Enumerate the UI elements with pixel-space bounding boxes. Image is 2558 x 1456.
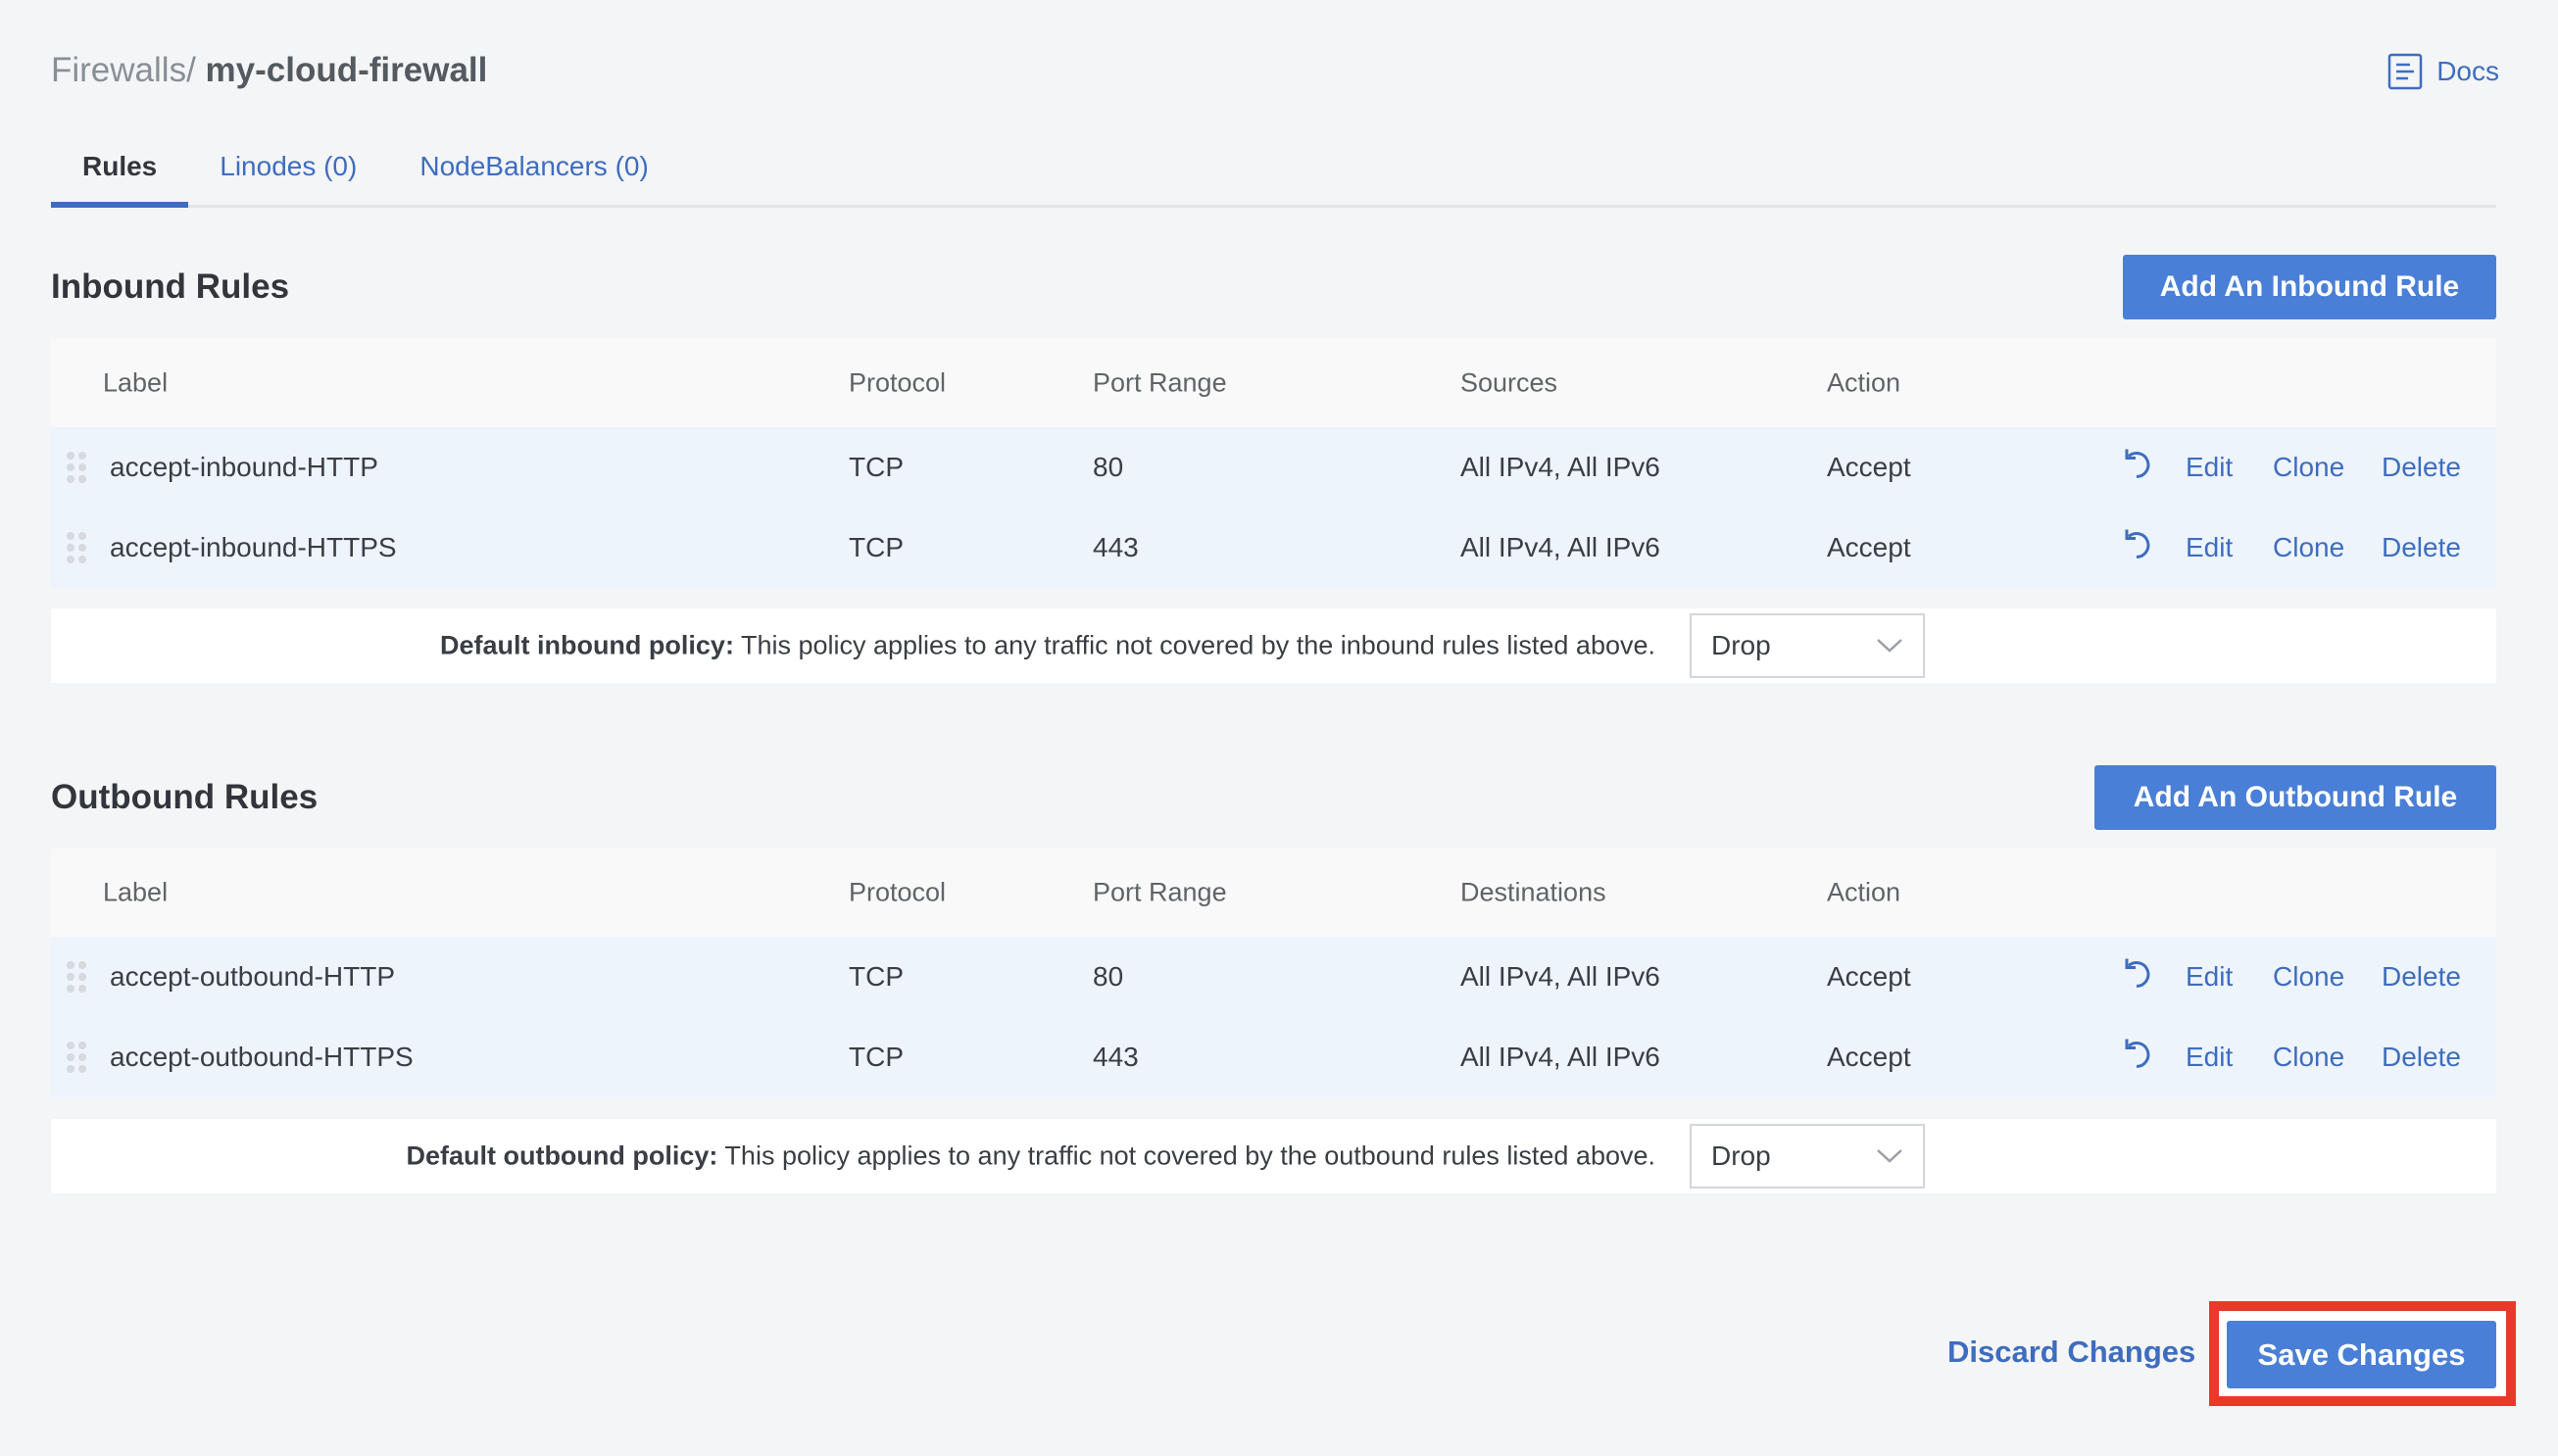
tab-linodes[interactable]: Linodes (0) <box>220 151 358 181</box>
drag-handle-icon[interactable] <box>67 961 86 993</box>
table-row: accept-outbound-HTTP TCP 80 All IPv4, All I… <box>51 937 2496 1017</box>
rule-ports: 80 <box>1093 961 1124 992</box>
drag-handle-icon[interactable] <box>67 532 86 563</box>
delete-rule-button[interactable]: Delete <box>2382 532 2461 562</box>
edit-rule-button[interactable]: Edit <box>2186 452 2234 482</box>
table-header: Label Protocol Port Range Sources Action <box>51 339 2496 427</box>
column-header: Action <box>1827 367 1901 398</box>
rule-protocol: TCP <box>849 961 904 992</box>
add-outbound-rule-button[interactable]: Add An Outbound Rule <box>2094 765 2496 830</box>
delete-rule-button[interactable]: Delete <box>2382 1042 2461 1072</box>
outbound-rules-heading: Outbound Rules <box>51 778 319 816</box>
tab-rules[interactable]: Rules <box>51 137 189 208</box>
docs-link[interactable]: Docs <box>2387 53 2499 90</box>
outbound-rules-table: Label Protocol Port Range Destinations Actio… <box>51 849 2496 1097</box>
discard-changes-button[interactable]: Discard Changes <box>1947 1335 2196 1369</box>
undo-icon[interactable] <box>2121 527 2156 569</box>
rule-action: Accept <box>1827 1042 1911 1072</box>
edit-rule-button[interactable]: Edit <box>2186 1042 2234 1072</box>
docs-label: Docs <box>2436 56 2499 86</box>
rule-targets: All IPv4, All IPv6 <box>1460 1042 1660 1072</box>
inbound-policy-value: Drop <box>1711 630 1771 660</box>
rule-label: accept-outbound-HTTP <box>110 961 396 992</box>
tab-bar: Rules Linodes (0) NodeBalancers (0) <box>51 137 2496 208</box>
outbound-policy-label: Default outbound policy: <box>406 1141 718 1171</box>
rule-ports: 80 <box>1093 452 1124 482</box>
clone-rule-button[interactable]: Clone <box>2273 532 2345 562</box>
inbound-rules-heading: Inbound Rules <box>51 267 290 306</box>
table-row: accept-inbound-HTTP TCP 80 All IPv4, All IP… <box>51 427 2496 508</box>
rule-ports: 443 <box>1093 1042 1139 1072</box>
tab-nodebalancers[interactable]: NodeBalancers (0) <box>419 151 649 181</box>
rule-protocol: TCP <box>849 1042 904 1072</box>
chevron-down-icon <box>1877 1149 1902 1163</box>
breadcrumb: Firewalls/ my-cloud-firewall <box>51 51 487 90</box>
undo-icon[interactable] <box>2121 956 2156 998</box>
inbound-policy-bar: Default inbound policy: This policy appl… <box>51 608 2496 683</box>
outbound-policy-bar: Default outbound policy: This policy app… <box>51 1119 2496 1193</box>
delete-rule-button[interactable]: Delete <box>2382 452 2461 482</box>
rule-label: accept-outbound-HTTPS <box>110 1042 414 1072</box>
column-header: Destinations <box>1460 877 1606 907</box>
edit-rule-button[interactable]: Edit <box>2186 961 2234 992</box>
rule-targets: All IPv4, All IPv6 <box>1460 532 1660 562</box>
outbound-policy-value: Drop <box>1711 1141 1771 1171</box>
inbound-policy-description: This policy applies to any traffic not c… <box>733 630 1655 660</box>
breadcrumb-firewalls-link[interactable]: Firewalls <box>51 51 187 89</box>
clone-rule-button[interactable]: Clone <box>2273 961 2345 992</box>
column-header: Action <box>1827 877 1901 907</box>
rule-action: Accept <box>1827 452 1911 482</box>
rule-action: Accept <box>1827 961 1911 992</box>
column-header: Protocol <box>849 877 947 907</box>
clone-rule-button[interactable]: Clone <box>2273 452 2345 482</box>
chevron-down-icon <box>1877 639 1902 653</box>
rule-targets: All IPv4, All IPv6 <box>1460 961 1660 992</box>
breadcrumb-separator: / <box>186 51 196 89</box>
outbound-policy-description: This policy applies to any traffic not c… <box>717 1141 1655 1171</box>
column-header: Label <box>103 877 169 907</box>
inbound-policy-select[interactable]: Drop <box>1690 613 1925 678</box>
inbound-policy-text: Default inbound policy: This policy appl… <box>440 631 1655 661</box>
docs-icon <box>2387 53 2423 90</box>
rule-targets: All IPv4, All IPv6 <box>1460 452 1660 482</box>
table-header: Label Protocol Port Range Destinations Actio… <box>51 849 2496 937</box>
column-header: Port Range <box>1093 367 1227 398</box>
column-header: Label <box>103 367 169 398</box>
rule-ports: 443 <box>1093 532 1139 562</box>
page-title: my-cloud-firewall <box>205 51 488 89</box>
inbound-rules-table: Label Protocol Port Range Sources Action acc… <box>51 339 2496 588</box>
clone-rule-button[interactable]: Clone <box>2273 1042 2345 1072</box>
undo-icon[interactable] <box>2121 1037 2156 1079</box>
rule-protocol: TCP <box>849 452 904 482</box>
table-row: accept-outbound-HTTPS TCP 443 All IPv4, All… <box>51 1017 2496 1097</box>
undo-icon[interactable] <box>2121 447 2156 489</box>
outbound-policy-text: Default outbound policy: This policy app… <box>406 1141 1655 1172</box>
drag-handle-icon[interactable] <box>67 452 86 483</box>
column-header: Protocol <box>849 367 947 398</box>
drag-handle-icon[interactable] <box>67 1042 86 1073</box>
rule-label: accept-inbound-HTTP <box>110 452 378 482</box>
outbound-policy-select[interactable]: Drop <box>1690 1124 1925 1189</box>
add-inbound-rule-button[interactable]: Add An Inbound Rule <box>2123 255 2496 319</box>
rule-label: accept-inbound-HTTPS <box>110 532 397 562</box>
delete-rule-button[interactable]: Delete <box>2382 961 2461 992</box>
edit-rule-button[interactable]: Edit <box>2186 532 2234 562</box>
column-header: Sources <box>1460 367 1558 398</box>
save-changes-button[interactable]: Save Changes <box>2227 1321 2496 1388</box>
column-header: Port Range <box>1093 877 1227 907</box>
table-row: accept-inbound-HTTPS TCP 443 All IPv4, All … <box>51 508 2496 588</box>
rule-protocol: TCP <box>849 532 904 562</box>
inbound-policy-label: Default inbound policy: <box>439 630 734 660</box>
rule-action: Accept <box>1827 532 1911 562</box>
